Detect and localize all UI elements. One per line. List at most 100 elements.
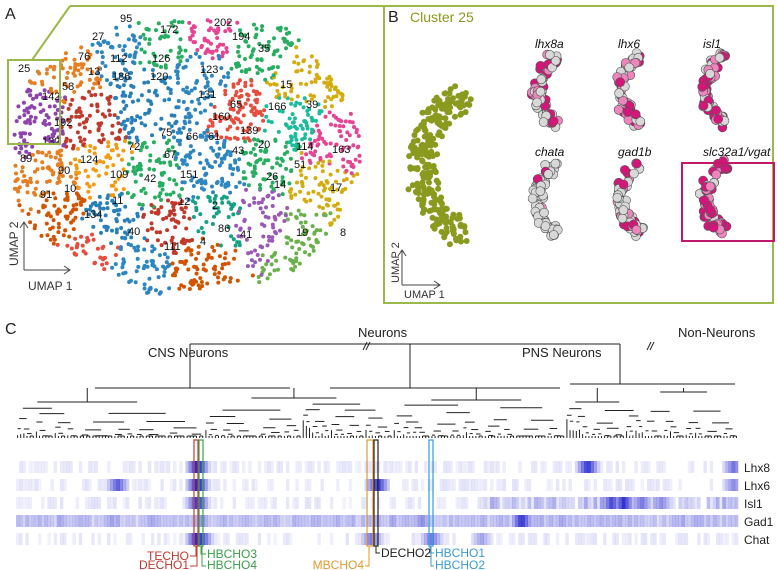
umap-cell [104,155,109,160]
umap-cell [110,198,115,203]
heatmap-cell [634,461,638,473]
heatmap-cell [185,533,189,545]
umap-cell [284,46,288,51]
umap-cell [238,120,243,125]
umap-cell [210,123,215,128]
umap-cell [179,240,184,245]
umap-cell [86,189,91,194]
umap-cell [19,146,24,151]
umap-cell [110,228,114,233]
gene-cell [635,116,646,127]
umap-cell [81,120,86,125]
umap-cell [206,124,211,129]
heatmap-cell [53,515,58,527]
umap-cell [285,217,290,222]
umap-cell [117,129,122,134]
umap-cell [327,74,332,79]
heatmap-cell [483,497,488,509]
expression-heatmap [16,461,739,545]
umap-cell [341,187,346,192]
umap-cell [134,269,139,274]
umap-cell [332,217,337,222]
heatmap-cell [154,515,158,527]
heatmap-cell [22,461,26,473]
umap-cell [45,67,50,72]
heatmap-cell [574,461,579,473]
heatmap-cell [198,461,202,473]
heatmap-cell [298,515,302,527]
umap-cell [191,282,196,286]
heatmap-cell [672,515,676,527]
heatmap-cell [163,461,167,473]
heatmap-cell [248,515,252,527]
cluster-cell [419,109,426,116]
umap-cell [151,73,156,78]
heatmap-cell [364,533,368,545]
heatmap-cell [596,461,601,473]
umap-cell [263,214,268,219]
umap-cell [147,37,152,42]
umap-cell [98,159,102,164]
umap-cell [22,174,27,178]
umap-cell [108,94,113,99]
umap-cell [133,50,138,55]
umap-cell [333,203,337,208]
umap-cell [303,132,308,137]
heatmap-cell [355,461,359,473]
heatmap-cell [442,515,447,527]
heatmap-cell [430,533,434,545]
heatmap-cell [474,515,478,527]
cluster-cell [462,90,469,96]
umap-cell [39,233,44,238]
umap-cell [88,144,93,148]
cluster-label: 111 [164,241,181,253]
heatmap-cell [518,497,522,509]
umap-cell [183,115,188,120]
umap-cell [293,264,298,269]
heatmap-cell [618,515,623,527]
umap-cell [260,139,265,144]
umap-cell [150,68,155,72]
heatmap-cell [540,515,544,527]
umap-cell [35,69,40,74]
heatmap-cell [141,479,146,491]
heatmap-cell [16,497,20,509]
umap-cell [27,132,32,136]
umap-cell [147,167,152,171]
umap-cell [129,83,134,88]
umap-cell [77,122,82,127]
heatmap-cell [345,461,350,473]
gene-cell [550,158,561,169]
heatmap-cell [301,515,306,527]
heatmap-cell [232,497,237,509]
gene-cell [713,114,724,124]
umap-cell [71,71,76,76]
umap-cell [261,118,266,123]
umap-cell [246,44,251,49]
heatmap-cell [317,515,321,527]
heatmap-cell [31,515,36,527]
heatmap-cell [408,497,412,509]
umap-cell [226,71,231,76]
heatmap-cell [304,497,309,509]
umap-cell [53,111,58,116]
umap-cell [175,151,180,156]
heatmap-cell [179,515,183,527]
heatmap-cell [367,515,372,527]
umap-cell [255,138,260,143]
heatmap-cell [502,479,507,491]
umap-cell [97,138,102,143]
umap-cell [162,154,167,158]
cluster-cell [432,197,439,204]
umap-cell [267,272,272,277]
gene-cell [619,165,630,175]
umap-cell [181,125,186,130]
heatmap-cell [712,497,717,509]
umap-cell [163,81,168,86]
umap-cell [356,134,361,138]
umap-cell [240,105,245,110]
heatmap-cell [304,479,309,491]
umap-cell [107,101,112,106]
heatmap-cell [524,497,528,509]
heatmap-cell [28,479,32,491]
